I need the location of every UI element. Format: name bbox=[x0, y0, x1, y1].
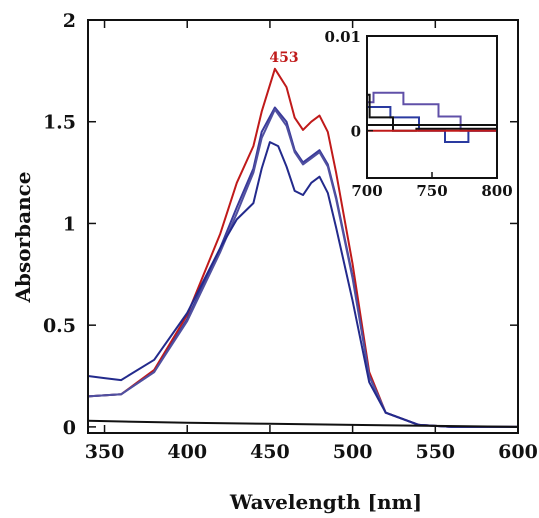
y-axis-title: Absorbance bbox=[11, 171, 35, 303]
inset-series-line-1 bbox=[367, 91, 497, 132]
x-tick-label: 400 bbox=[167, 441, 207, 463]
inset-y-tick-label: 0 bbox=[351, 123, 361, 141]
x-tick-label: 600 bbox=[498, 441, 538, 463]
inset-x-tick-label: 700 bbox=[351, 182, 382, 200]
x-tick-label: 500 bbox=[333, 441, 373, 463]
x-tick-label: 450 bbox=[250, 441, 290, 463]
peak-annotation: 453 bbox=[269, 50, 298, 66]
series-line-4 bbox=[87, 141, 518, 428]
y-tick-label: 2 bbox=[63, 10, 76, 32]
x-axis-title: Wavelength [nm] bbox=[229, 490, 422, 514]
plot-frame bbox=[87, 19, 519, 434]
inset-x-tick-label: 800 bbox=[481, 182, 512, 200]
y-tick-label: 0 bbox=[63, 417, 76, 439]
y-tick-label: 1 bbox=[63, 213, 76, 235]
y-tick-label: 1.5 bbox=[43, 112, 76, 134]
series-line-3 bbox=[87, 108, 518, 428]
main-plot-area: 350 400 450 500 550 600 0 0.5 1 1.5 2 bbox=[43, 10, 538, 463]
x-tick-label: 350 bbox=[85, 441, 125, 463]
y-tick-label: 0.5 bbox=[43, 315, 76, 337]
inset-plot-area: 700 750 800 0 0.01 bbox=[324, 28, 512, 200]
series-line-5 bbox=[87, 419, 519, 428]
inset-y-tick-label: 0.01 bbox=[324, 28, 361, 46]
inset-x-tick-label: 750 bbox=[416, 182, 447, 200]
x-tick-label: 550 bbox=[415, 441, 455, 463]
